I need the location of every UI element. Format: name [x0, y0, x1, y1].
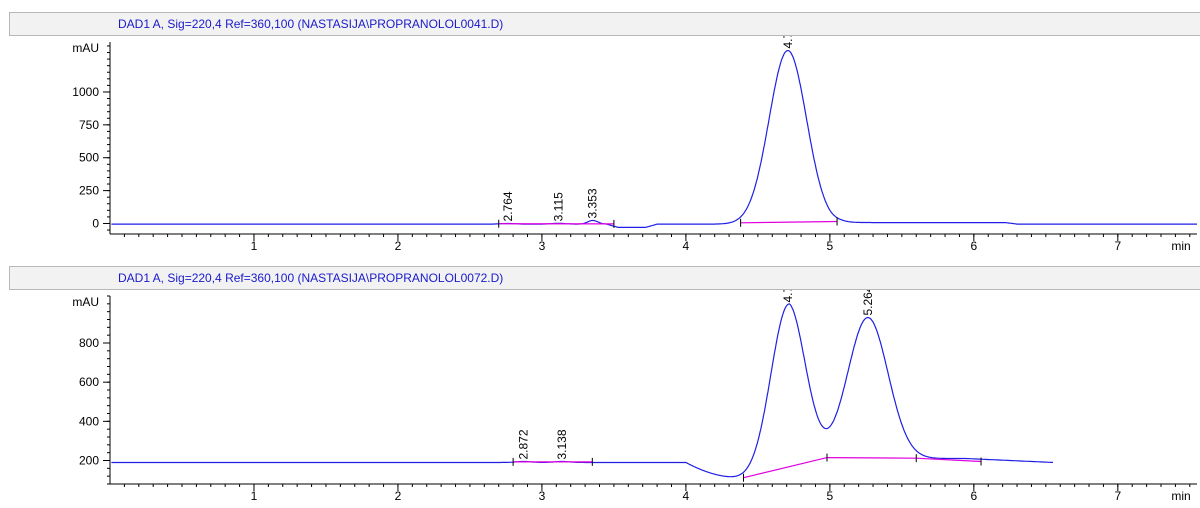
peak-label: 3.138 [555, 429, 569, 459]
x-tick-label: 5 [827, 489, 834, 503]
peak-label: 3.353 [586, 188, 600, 218]
chromatogram-plot-2: 200 400 600 800 mAU 1 2 3 4 5 6 7 min 2.872 3.138 4.708… [72, 290, 1197, 503]
x-tick-label: 6 [970, 239, 977, 253]
x-tick-label: 2 [395, 239, 402, 253]
y-tick-label: 0 [92, 216, 99, 230]
panel-title: DAD1 A, Sig=220,4 Ref=360,100 (NASTASIJA… [118, 271, 504, 285]
integration-baseline [740, 220, 838, 224]
peak-label: 2.872 [516, 429, 530, 459]
y-tick-label: 1000 [72, 85, 99, 99]
y-tick-label: 500 [79, 151, 99, 165]
peak-label: 3.115 [552, 192, 566, 221]
y-tick-label: 250 [79, 184, 99, 198]
x-tick-label: 1 [251, 489, 258, 503]
peak-label: 5.264 [861, 290, 875, 316]
integration-baseline [743, 456, 982, 479]
signal-trace [111, 303, 1054, 478]
x-tick-label: 3 [539, 239, 546, 253]
chromatogram-panel-2: DAD1 A, Sig=220,4 Ref=360,100 (NASTASIJA… [9, 266, 1200, 506]
y-tick-label: 400 [79, 414, 99, 428]
x-tick-label: 5 [827, 239, 834, 253]
peak-label: 2.764 [501, 191, 515, 221]
x-tick-label: 1 [251, 239, 258, 253]
y-axis-label: mAU [72, 41, 99, 55]
x-tick-label: 3 [539, 489, 546, 503]
chromatogram-plot-1: 0 250 500 750 1000 mAU 1 2 3 4 5 6 7 min 2.764 3.115 3.3… [72, 36, 1197, 253]
peak-label: 4.708 [781, 290, 795, 302]
x-tick-label: 7 [1114, 239, 1121, 253]
x-tick-label: 4 [683, 489, 690, 503]
y-tick-label: 200 [79, 454, 99, 468]
signal-trace [111, 50, 1197, 228]
x-tick-label: 4 [683, 239, 690, 253]
chromatogram-panel-1: DAD1 A, Sig=220,4 Ref=360,100 (NASTASIJA… [9, 12, 1200, 256]
x-tick-label: 7 [1114, 489, 1121, 503]
panel-header: DAD1 A, Sig=220,4 Ref=360,100 (NASTASIJA… [9, 12, 1200, 36]
panel-header: DAD1 A, Sig=220,4 Ref=360,100 (NASTASIJA… [9, 266, 1200, 290]
x-tick-label: 6 [970, 489, 977, 503]
x-axis-label: min [1171, 239, 1190, 253]
y-tick-label: 600 [79, 375, 99, 389]
y-tick-label: 750 [79, 118, 99, 132]
y-axis-label: mAU [72, 295, 99, 309]
peak-label: 4.708 [781, 36, 795, 48]
panel-title: DAD1 A, Sig=220,4 Ref=360,100 (NASTASIJA… [118, 17, 504, 31]
x-axis-label: min [1171, 489, 1190, 503]
y-tick-label: 800 [79, 336, 99, 350]
x-tick-label: 2 [395, 489, 402, 503]
